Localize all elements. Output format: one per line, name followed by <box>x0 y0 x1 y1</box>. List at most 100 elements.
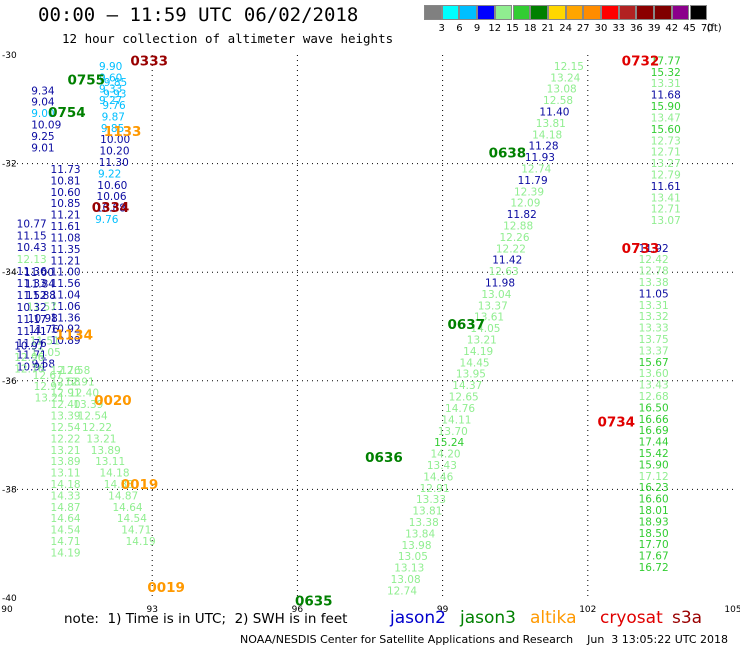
y-tick-label: -36 <box>2 377 17 387</box>
swh-value-label: 10.20 <box>99 146 129 158</box>
swh-value-label: 12.54 <box>51 422 81 434</box>
swh-value-label: 11.93 <box>525 152 555 164</box>
swh-value-label: 13.11 <box>51 468 81 480</box>
swh-value-label: 11.57 <box>27 301 57 313</box>
swh-value-label: 14.64 <box>113 502 143 514</box>
swh-value-label: 11.36 <box>51 312 81 324</box>
swh-value-label: 9.27 <box>99 95 122 107</box>
swh-value-label: 9.34 <box>31 85 55 97</box>
swh-value-label: 14.71 <box>51 536 81 548</box>
swh-value-label: 11.98 <box>485 278 515 290</box>
swh-value-label: 13.31 <box>651 78 681 90</box>
swh-value-label: 10.09 <box>31 120 61 132</box>
swh-value-label: 13.08 <box>547 84 577 96</box>
swh-value-label: 15.32 <box>651 67 681 79</box>
swh-value-label: 13.37 <box>478 300 508 312</box>
swh-value-label: 14.33 <box>51 490 81 502</box>
swh-value-label: 12.05 <box>31 347 61 359</box>
swh-value-label: 13.21 <box>51 445 81 457</box>
swh-value-label: 15.60 <box>651 124 681 136</box>
x-tick-label: 99 <box>437 605 449 615</box>
swh-value-label: 13.21 <box>467 335 497 347</box>
pass-time-label: 0334 <box>92 200 130 216</box>
pass-time-label: 0734 <box>597 415 635 431</box>
swh-value-label: 16.23 <box>639 482 669 494</box>
pass-time-label: 0732 <box>622 53 660 69</box>
swh-value-label: 12.13 <box>17 254 47 266</box>
swh-value-label: 14.33 <box>104 479 134 491</box>
swh-value-label: 11.40 <box>539 106 569 118</box>
swh-value-label: 11.76 <box>29 324 59 336</box>
swh-value-label: 11.00 <box>51 267 81 279</box>
swh-value-label: 12.58 <box>543 95 573 107</box>
pass-time-label: 0637 <box>447 317 485 333</box>
swh-value-label: 12.42 <box>639 254 669 266</box>
colorbar-swatch <box>671 5 690 20</box>
swh-value-label: 12.68 <box>639 391 669 403</box>
swh-value-label: 13.38 <box>409 517 439 529</box>
swh-value-label: 9.22 <box>98 168 121 180</box>
swh-value-label: 11.42 <box>492 255 522 267</box>
legend-altika: altika <box>530 608 577 628</box>
swh-value-label: 12.74 <box>521 163 551 175</box>
swh-value-label: 12.79 <box>651 169 681 181</box>
colorbar-label: 6 <box>456 23 463 34</box>
swh-value-label: 12.26 <box>499 232 529 244</box>
colorbar-label: 39 <box>647 23 661 34</box>
swh-value-label: 11.04 <box>51 289 81 301</box>
swh-value-label: 12.96 <box>14 352 44 364</box>
swh-value-label: 10.77 <box>17 218 47 230</box>
pass-time-label: 0754 <box>48 105 86 121</box>
swh-value-label: 11.33 <box>17 278 47 290</box>
footer-credit: NOAA/NESDIS Center for Satellite Applica… <box>240 633 728 646</box>
swh-value-label: 11.84 <box>25 279 55 291</box>
swh-value-label: 10.92 <box>51 324 81 336</box>
colorbar-label: 3 <box>438 23 445 34</box>
swh-value-label: 12.91 <box>420 483 450 495</box>
swh-value-label: 16.66 <box>639 414 669 426</box>
swh-value-label: 11.68 <box>651 90 681 102</box>
colorbar-label: 15 <box>506 23 519 34</box>
colorbar-label: 33 <box>612 23 626 34</box>
colorbar-swatch <box>424 5 442 20</box>
colorbar-label: 18 <box>523 23 537 34</box>
swh-value-label: 13.95 <box>456 369 486 381</box>
colorbar-label: (ft) <box>706 23 722 34</box>
swh-value-label: 17.12 <box>639 471 669 483</box>
swh-value-label: 13.21 <box>35 393 65 405</box>
swh-value-label: 14.37 <box>452 380 482 392</box>
swh-value-label: 12.73 <box>651 135 681 147</box>
swh-value-label: 15.42 <box>639 448 669 460</box>
swh-value-label: 14.18 <box>51 479 81 491</box>
colorbar-label: 70 <box>700 23 714 34</box>
swh-value-label: 9.04 <box>31 97 55 109</box>
swh-value-label: 12.58 <box>51 376 81 388</box>
colorbar-label: 12 <box>488 23 502 34</box>
swh-value-label: 14.54 <box>117 513 147 525</box>
swh-value-label: 9.76 <box>95 214 119 226</box>
swh-value-label: 11.76 <box>17 338 47 350</box>
swh-value-label: 13.11 <box>95 456 125 468</box>
swh-value-label: 12.54 <box>78 411 108 423</box>
swh-value-label: 9.60 <box>99 72 122 84</box>
swh-value-label: 12.22 <box>51 433 81 445</box>
swh-value-label: 12.65 <box>449 392 479 404</box>
legend-s3a: s3a <box>672 608 703 628</box>
swh-value-label: 13.27 <box>651 158 681 170</box>
swh-value-label: 12.88 <box>503 221 533 233</box>
swh-value-label: 10.91 <box>17 362 47 374</box>
swh-value-label: 13.43 <box>639 380 669 392</box>
pass-time-label: 1134 <box>55 328 93 344</box>
swh-value-label: 17.44 <box>639 437 669 449</box>
swh-value-label: 13.07 <box>651 215 681 227</box>
pass-time-label: 0755 <box>68 72 106 88</box>
colorbar-swatch <box>583 5 601 20</box>
colorbar-swatch <box>494 5 513 20</box>
swh-value-label: 12.67 <box>33 370 63 382</box>
chart-title: 00:00 – 11:59 UTC 06/02/2018 <box>38 4 359 26</box>
swh-value-label: 13.31 <box>639 300 669 312</box>
swh-value-label: 11.73 <box>51 164 81 176</box>
legend-cryosat: cryosat <box>600 608 663 628</box>
swh-value-label: 12.74 <box>387 585 417 597</box>
